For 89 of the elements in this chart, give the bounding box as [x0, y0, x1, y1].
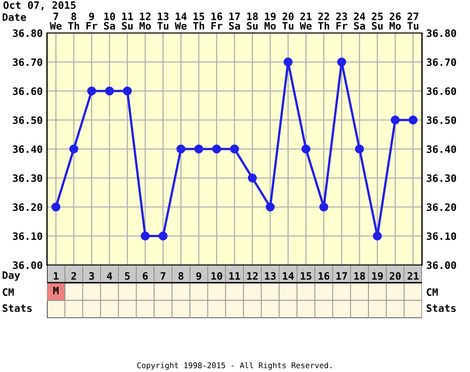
y2-tick-label: 36.50: [426, 116, 456, 124]
y2-tick-label: 36.80: [426, 29, 456, 38]
x2-tick-label: 23 Fr: [336, 12, 348, 30]
y-tick-label: 36.30: [12, 174, 42, 182]
x2-tick-label: 8 Th: [68, 12, 80, 30]
chart-title: Oct 07, 2015: [3, 1, 76, 10]
y-tick-label: 36.20: [12, 203, 42, 212]
x-tick-label: 13: [265, 272, 276, 280]
x2-tick-label: 25 Su: [372, 12, 383, 30]
x-tick-label: 6: [142, 272, 148, 280]
y2-tick-label: 36.20: [426, 203, 456, 212]
x2-tick-label: 22 Th: [318, 12, 330, 30]
x-tick-label: 21: [408, 272, 419, 280]
y-tick-label: 36.50: [12, 116, 42, 124]
x-tick-label: 17: [336, 272, 347, 280]
x2-tick-label: 20 Tu: [282, 12, 294, 30]
y-tick-label: 36.60: [12, 87, 42, 96]
x2-tick-label: 21 We: [300, 12, 312, 30]
x-tick-label: 5: [125, 272, 130, 280]
point: [140, 232, 150, 240]
x-tick-label: 8: [178, 272, 184, 280]
point: [158, 232, 168, 240]
y-tick-label: 36.40: [12, 145, 42, 154]
x2-tick-label: 16 Fr: [211, 12, 222, 30]
y2-tick-label: 36.70: [426, 58, 456, 66]
point: [355, 144, 364, 154]
text: CM: [426, 288, 438, 296]
x-tick-label: 9: [196, 272, 202, 280]
point: [87, 86, 96, 96]
x-tick-label: 15: [300, 272, 312, 280]
x2-tick-label: 26 Mo: [390, 12, 401, 30]
y2-tick-label: 36.40: [426, 145, 456, 154]
x-axis-title: Day: [2, 271, 20, 281]
x2-tick-label: 17 Sa: [229, 12, 240, 30]
x-tick-label: 12: [247, 272, 258, 280]
x2-tick-label: 13 Tu: [157, 12, 169, 30]
x2-tick-label: 27 Tu: [407, 12, 418, 30]
point: [372, 232, 382, 240]
point: [105, 86, 114, 96]
text: Stats: [2, 304, 32, 312]
x-tick-label: 10: [211, 272, 222, 280]
x-tick-label: 3: [89, 272, 94, 280]
point: [230, 144, 239, 154]
point: [51, 202, 60, 212]
y2-tick-label: 36.30: [426, 174, 456, 182]
x2-tick-label: 24 Sa: [354, 12, 366, 30]
point: [248, 174, 257, 182]
point: [122, 86, 132, 96]
y-tick-label: 36.00: [12, 261, 42, 270]
x2-tick-label: 15 Th: [193, 12, 204, 30]
x2-tick-label: 18 Su: [246, 12, 258, 30]
y2-tick-label: 36.60: [426, 87, 456, 96]
point: [408, 116, 418, 124]
point: [212, 144, 222, 154]
y2-tick-label: 36.10: [426, 232, 456, 240]
point: [194, 144, 204, 154]
x2-tick-label: 10 Sa: [104, 12, 115, 30]
point: [390, 116, 400, 124]
x2-tick-label: 14 We: [174, 12, 187, 30]
x-tick-label: 4: [106, 272, 112, 280]
point: [266, 202, 275, 212]
y2-tick-label: 36.00: [426, 261, 456, 270]
x-tick-label: 16: [318, 272, 330, 280]
x2-tick-label: 7 We: [50, 12, 62, 30]
point: [319, 202, 328, 212]
x2-tick-label: 11 Su: [122, 12, 133, 30]
text: CM: [2, 288, 14, 296]
y-tick-label: 36.80: [12, 29, 42, 38]
y-tick-label: 36.70: [12, 58, 42, 66]
x2-tick-label: 19 Mo: [264, 12, 276, 30]
point: [301, 144, 310, 154]
text: M: [53, 286, 59, 294]
point: [284, 58, 293, 66]
x-tick-label: 20: [390, 272, 401, 280]
x-tick-label: 19: [372, 272, 383, 280]
x-tick-label: 1: [54, 272, 58, 280]
y-tick-label: 36.10: [12, 232, 42, 240]
point: [176, 144, 186, 154]
point: [69, 144, 78, 154]
x2-tick-label: 12 Mo: [140, 12, 151, 30]
x2-tick-label: 9 Fr: [86, 12, 98, 30]
x-tick-label: 2: [71, 272, 76, 280]
x-tick-label: 11: [229, 272, 240, 280]
x2-axis-title: Date: [2, 13, 26, 21]
x-tick-label: 7: [160, 272, 166, 280]
x-tick-label: 18: [354, 272, 365, 280]
point: [337, 58, 346, 66]
text: Stats: [426, 304, 456, 312]
x-tick-label: 14: [282, 272, 294, 280]
